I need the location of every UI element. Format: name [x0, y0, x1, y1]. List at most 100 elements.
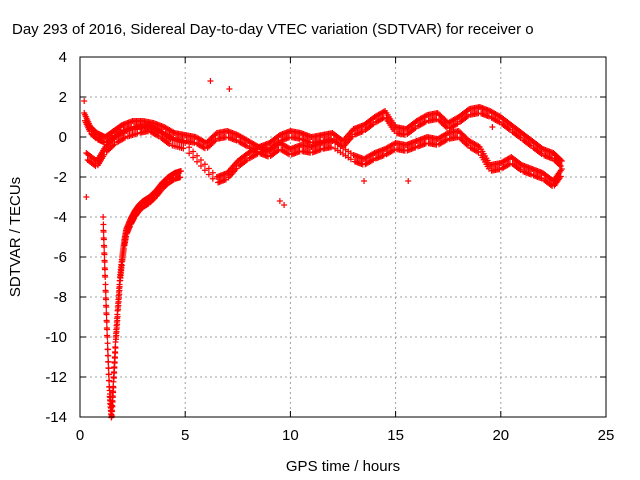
data-point	[495, 118, 502, 125]
data-point	[120, 135, 127, 142]
data-point	[556, 162, 563, 168]
data-point	[380, 152, 387, 159]
data-point	[281, 202, 288, 208]
data-point	[116, 283, 123, 290]
data-point	[186, 150, 193, 157]
y-axis-label: SDTVAR / TECUs	[7, 177, 24, 297]
data-point	[186, 144, 193, 151]
y-tick-label: 2	[59, 89, 67, 106]
data-point	[103, 311, 110, 318]
data-point	[389, 147, 396, 154]
data-point	[558, 158, 565, 164]
data-point	[101, 244, 108, 250]
data-point	[474, 148, 481, 155]
data-point	[276, 198, 283, 204]
data-point	[368, 122, 375, 128]
x-tick-label: 5	[181, 427, 189, 444]
data-point	[528, 171, 535, 178]
data-point	[464, 113, 471, 119]
data-point	[516, 134, 523, 140]
data-point	[454, 134, 461, 141]
data-point	[164, 140, 171, 146]
x-tick-label: 20	[492, 427, 509, 444]
data-point	[102, 281, 109, 288]
ticks: 0 5 10 15 20 25 -14 -12 -10 -8 -6 -4 -2 0 2 4	[45, 49, 614, 444]
data-point	[100, 229, 107, 235]
data-point	[205, 171, 212, 178]
data-point	[368, 157, 375, 164]
data-point	[112, 345, 119, 351]
data-point	[233, 137, 240, 144]
data-point	[101, 266, 108, 273]
data-point	[464, 107, 471, 113]
data-point	[105, 359, 112, 365]
data-point	[190, 154, 197, 161]
data-point	[209, 169, 216, 176]
data-point	[463, 114, 470, 120]
x-tick-label: 25	[598, 427, 615, 444]
data-point	[201, 161, 208, 168]
data-point	[442, 137, 449, 144]
chart-title: Day 293 of 2016, Sidereal Day-to-day VTE…	[12, 21, 534, 38]
data-point	[242, 142, 249, 149]
data-point	[207, 78, 214, 84]
data-point	[190, 148, 197, 155]
data-point	[104, 346, 111, 353]
y-tick-label: -6	[54, 249, 67, 266]
data-point	[191, 139, 198, 146]
data-point	[105, 365, 112, 372]
data-point	[121, 134, 128, 141]
data-point	[211, 138, 218, 145]
data-point	[201, 167, 208, 174]
data-point	[380, 114, 387, 121]
data-point	[106, 377, 113, 384]
data-point	[463, 141, 470, 148]
data-point	[170, 129, 177, 136]
data-point	[526, 142, 533, 148]
data-point	[105, 371, 112, 378]
data-point	[102, 289, 109, 295]
data-point	[83, 194, 90, 200]
data-point	[166, 135, 173, 141]
data-point	[100, 236, 107, 243]
data-point	[361, 178, 368, 184]
data-point	[103, 319, 110, 325]
data-point	[496, 166, 503, 173]
x-axis-label: GPS time / hours	[286, 458, 400, 475]
y-tick-label: 4	[59, 49, 67, 66]
y-tick-label: -8	[54, 289, 67, 306]
y-tick-label: -12	[45, 369, 67, 386]
data-point	[114, 313, 121, 320]
data-point	[194, 158, 201, 165]
y-tick-label: -14	[45, 409, 67, 426]
x-tick-label: 10	[282, 427, 299, 444]
data-point	[380, 108, 387, 115]
data-point	[226, 86, 233, 92]
data-point	[253, 151, 260, 158]
data-point	[197, 157, 204, 163]
data-point	[134, 130, 141, 137]
data-point	[422, 112, 429, 119]
data-point	[405, 178, 412, 184]
data-point	[401, 131, 408, 138]
data-point	[102, 274, 109, 280]
data-point	[104, 334, 111, 340]
data-point	[475, 149, 482, 156]
data-point	[177, 174, 184, 181]
data-point	[166, 141, 173, 147]
data-point	[105, 352, 112, 359]
y-tick-label: -4	[54, 209, 67, 226]
data-points	[81, 78, 565, 421]
y-tick-label: -10	[45, 329, 67, 346]
x-tick-label: 15	[387, 427, 404, 444]
data-point	[489, 124, 496, 130]
data-point	[177, 168, 184, 174]
data-point	[505, 126, 512, 132]
data-point	[154, 132, 161, 139]
data-point	[453, 121, 460, 128]
data-point	[182, 140, 189, 146]
data-point	[104, 340, 111, 347]
data-point	[103, 296, 110, 303]
